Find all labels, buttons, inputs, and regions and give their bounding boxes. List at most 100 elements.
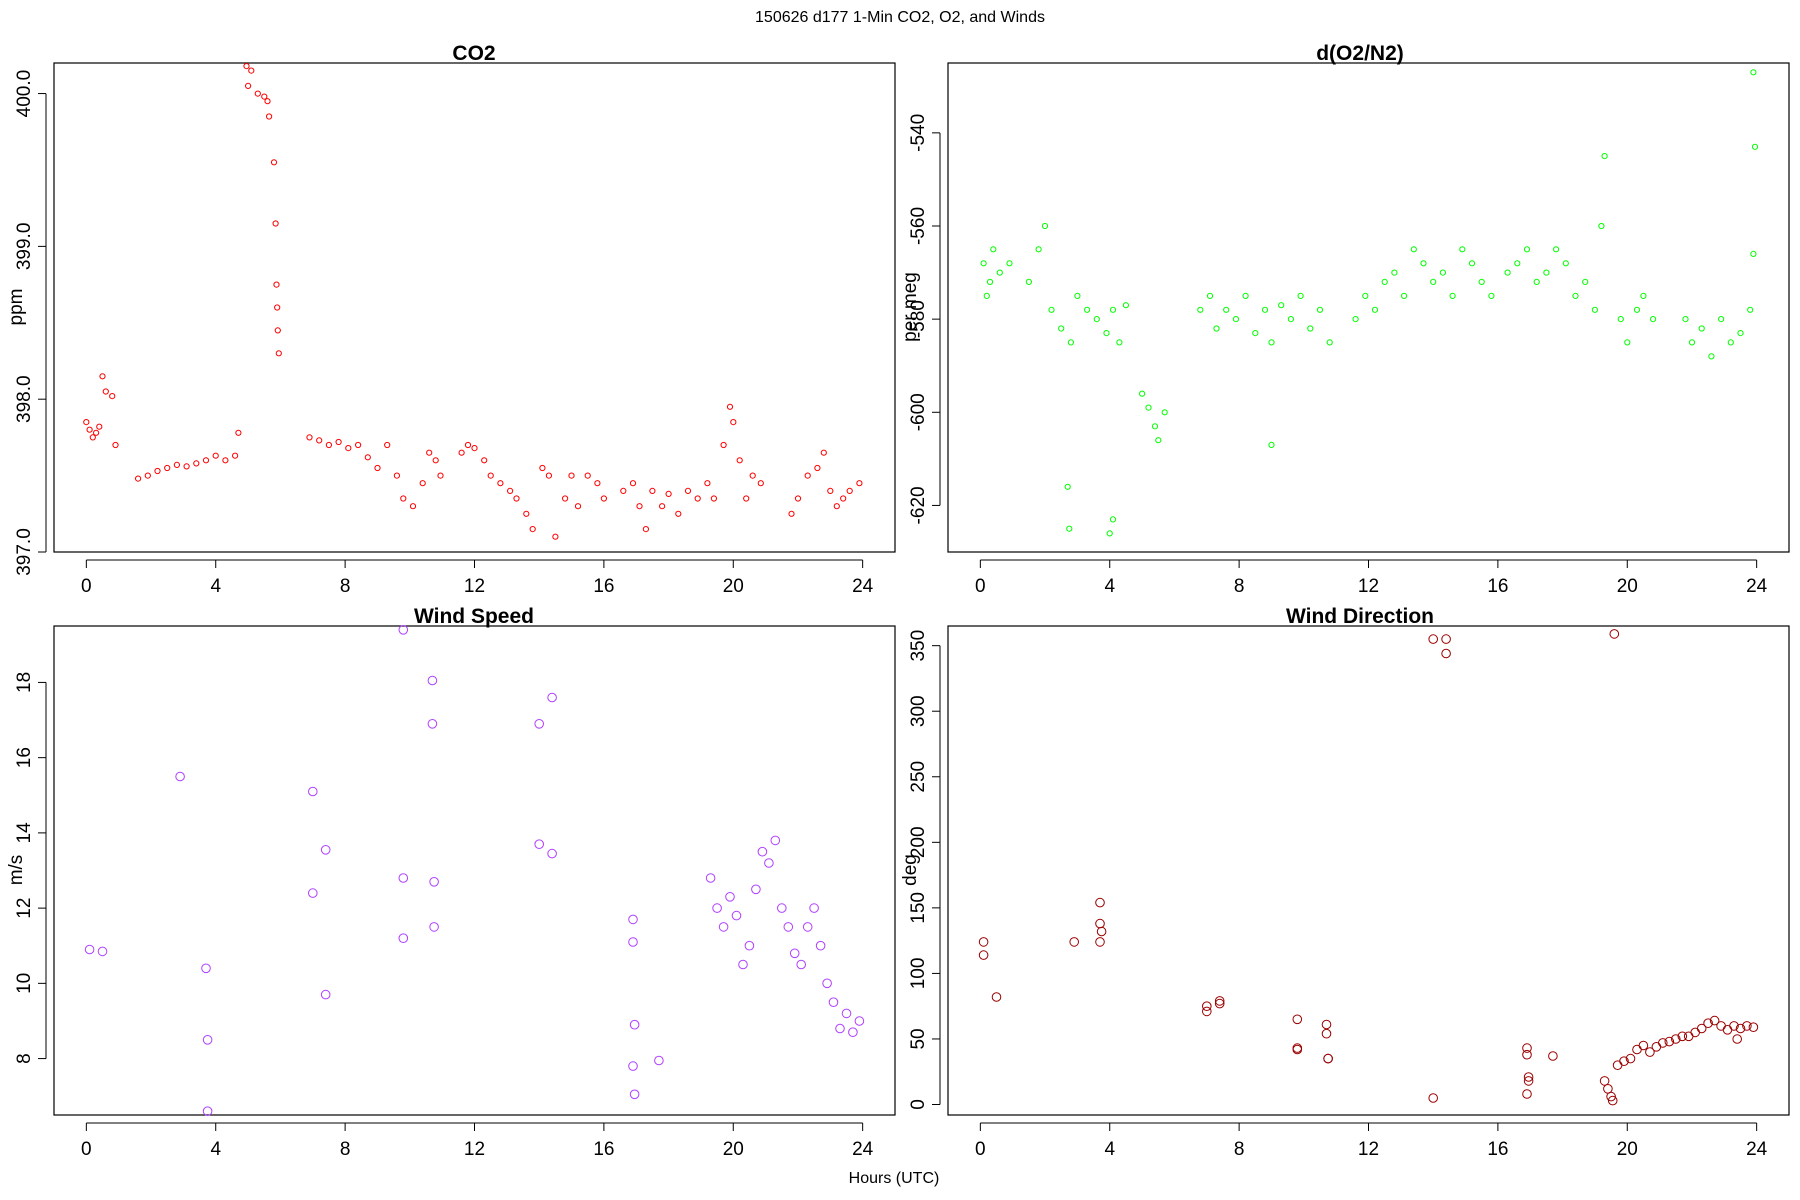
wind-speed-y-tick-label: 12 bbox=[14, 898, 35, 919]
wind-direction-data-point bbox=[1202, 1001, 1212, 1012]
wind-speed-data-point bbox=[398, 933, 409, 944]
wind-speed-panel: Wind Speed m/s 0 4 8 12 16 20 24 8 10 12 14 16 18 bbox=[6, 605, 896, 1160]
wind-direction-data-point bbox=[1677, 1031, 1688, 1042]
co2-y-tick-label: 397.0 bbox=[14, 528, 35, 576]
co2-data-point bbox=[574, 503, 582, 510]
o2n2-data-point bbox=[1488, 292, 1495, 299]
wind-direction-data-point bbox=[1619, 1056, 1629, 1066]
wind-speed-data-point bbox=[534, 839, 545, 850]
co2-data-point bbox=[659, 503, 666, 510]
co2-data-point bbox=[827, 487, 834, 494]
wind-direction-x-tick-label: 12 bbox=[1358, 1139, 1379, 1160]
o2n2-data-point bbox=[1232, 316, 1240, 323]
o2n2-data-point bbox=[1155, 437, 1162, 444]
wind-speed-y-tick-label: 18 bbox=[14, 672, 35, 693]
co2-data-point bbox=[316, 437, 323, 444]
o2n2-data-point bbox=[983, 292, 990, 299]
o2n2-data-point bbox=[1109, 516, 1117, 523]
wind-speed-data-point bbox=[320, 845, 331, 855]
wind-direction-y-tick-label: 50 bbox=[908, 1028, 929, 1049]
co2-data-point bbox=[99, 373, 106, 380]
co2-data-point bbox=[471, 445, 478, 452]
o2n2-data-point bbox=[1116, 339, 1123, 346]
co2-data-point bbox=[820, 449, 827, 456]
o2n2-data-point bbox=[1268, 339, 1275, 346]
o2n2-data-point bbox=[1624, 339, 1631, 346]
o2n2-data-point bbox=[1601, 153, 1608, 160]
wind-speed-data-point bbox=[547, 692, 557, 703]
o2n2-data-point bbox=[1478, 278, 1485, 285]
wind-direction-data-point bbox=[1735, 1023, 1746, 1034]
o2n2-data-point bbox=[1698, 325, 1705, 332]
co2-data-point bbox=[325, 441, 332, 449]
co2-data-point bbox=[636, 503, 643, 510]
co2-data-point bbox=[694, 495, 701, 502]
co2-data-point bbox=[254, 90, 261, 97]
o2n2-data-point bbox=[1633, 306, 1641, 313]
o2n2-data-point bbox=[1122, 302, 1130, 309]
wind-speed-data-point bbox=[429, 922, 439, 932]
o2n2-data-point bbox=[1543, 269, 1550, 276]
wind-direction-x-tick-label: 16 bbox=[1487, 1139, 1508, 1160]
co2-data-point bbox=[833, 503, 840, 510]
o2n2-y-tick-label: -600 bbox=[908, 393, 929, 431]
wind-speed-data-point bbox=[802, 922, 813, 932]
o2n2-data-point bbox=[1533, 278, 1540, 285]
wind-speed-data-point bbox=[308, 888, 318, 898]
co2-data-point bbox=[788, 510, 795, 517]
co2-data-point bbox=[272, 220, 279, 227]
co2-data-point bbox=[248, 67, 255, 74]
wind-direction-data-point bbox=[1703, 1018, 1713, 1029]
co2-y-tick-label: 400.0 bbox=[14, 70, 35, 118]
o2n2-data-point bbox=[1074, 292, 1081, 299]
o2n2-data-point bbox=[1401, 292, 1408, 299]
wind-direction-data-point bbox=[1323, 1053, 1333, 1064]
o2n2-data-point bbox=[1297, 292, 1304, 299]
wind-direction-y-tick-label: 350 bbox=[908, 630, 929, 662]
o2n2-x-tick-label: 8 bbox=[1234, 576, 1245, 597]
wind-speed-y-tick-label: 8 bbox=[14, 1053, 35, 1064]
wind-direction-x-tick-label: 24 bbox=[1746, 1139, 1768, 1160]
o2n2-data-point bbox=[1278, 302, 1285, 309]
o2n2-data-point bbox=[1553, 246, 1560, 253]
co2-data-point bbox=[545, 472, 553, 479]
wind-speed-data-point bbox=[398, 873, 409, 883]
wind-speed-data-point bbox=[822, 978, 832, 989]
wind-direction-data-point bbox=[1522, 1089, 1532, 1099]
co2-data-point bbox=[594, 480, 601, 487]
o2n2-data-point bbox=[1410, 246, 1417, 253]
co2-data-point bbox=[481, 457, 488, 464]
o2n2-x-tick-label: 20 bbox=[1617, 576, 1638, 597]
o2n2-data-point bbox=[1139, 390, 1146, 397]
co2-data-point bbox=[649, 487, 656, 494]
wind-speed-data-point bbox=[628, 1061, 638, 1071]
o2n2-data-point bbox=[1439, 269, 1447, 276]
wind-speed-data-point bbox=[175, 771, 185, 782]
wind-speed-x-tick-label: 16 bbox=[593, 1139, 614, 1160]
co2-data-point bbox=[245, 82, 252, 90]
o2n2-data-point bbox=[1682, 316, 1689, 323]
co2-x-tick-label: 12 bbox=[464, 576, 485, 597]
co2-data-point bbox=[232, 452, 239, 459]
o2n2-y-tick-label: -540 bbox=[908, 114, 929, 152]
wind-direction-x-tick-label: 8 bbox=[1234, 1139, 1245, 1160]
co2-data-point bbox=[374, 464, 381, 472]
wind-direction-data-point bbox=[1609, 629, 1620, 639]
o2n2-data-point bbox=[1737, 330, 1744, 337]
co2-data-point bbox=[437, 472, 444, 479]
co2-data-point bbox=[464, 441, 472, 449]
wind-direction-plot-frame bbox=[947, 625, 1790, 1116]
o2n2-data-point bbox=[1287, 316, 1295, 323]
wind-speed-data-point bbox=[712, 903, 722, 913]
o2n2-y-tick-label: -560 bbox=[908, 207, 929, 245]
wind-speed-data-point bbox=[84, 944, 95, 955]
co2-data-point bbox=[212, 452, 219, 459]
figure-xlabel: Hours (UTC) bbox=[849, 1170, 940, 1187]
co2-panel-ylabel: ppm bbox=[6, 289, 27, 326]
co2-data-point bbox=[539, 464, 546, 472]
co2-data-point bbox=[154, 467, 161, 475]
o2n2-data-point bbox=[1206, 292, 1214, 299]
wind-direction-y-tick-label: 150 bbox=[908, 892, 929, 924]
